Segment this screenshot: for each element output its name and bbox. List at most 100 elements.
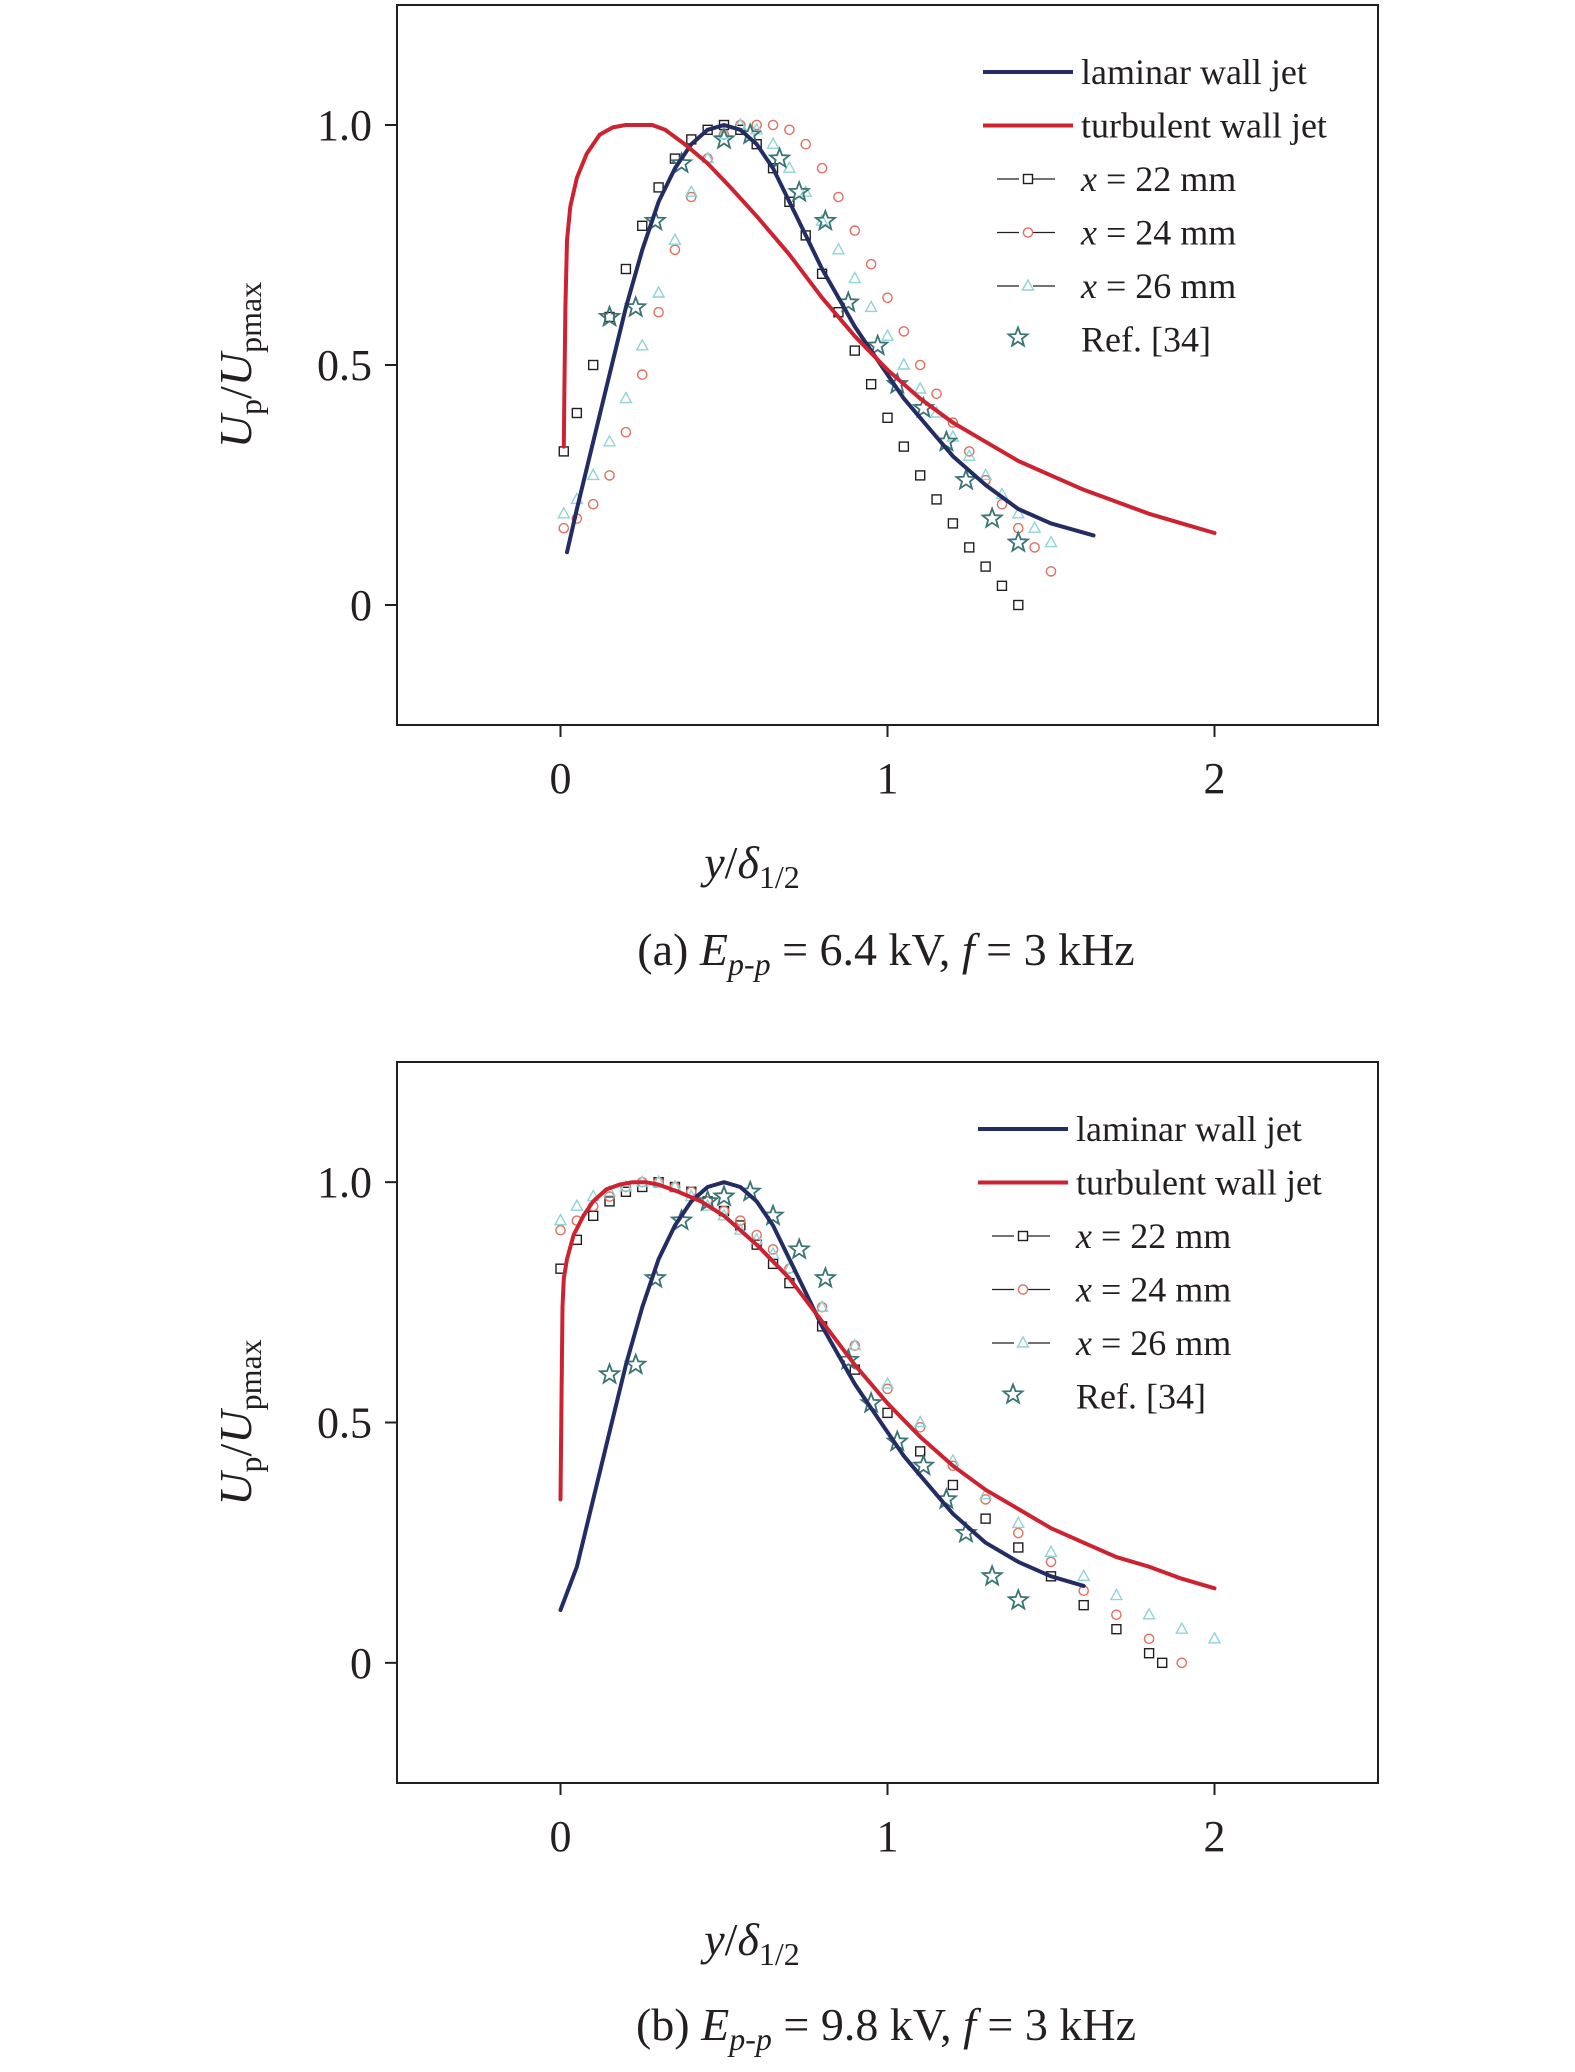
data-point-x22 — [1156, 1657, 1168, 1669]
data-point-x24 — [1013, 1527, 1024, 1539]
legend-label: x = 22 mm — [1080, 159, 1236, 199]
y-tick-label: 0.5 — [317, 1399, 372, 1448]
data-point-ref-34 — [813, 1265, 838, 1289]
data-point-x26 — [831, 242, 846, 255]
data-point-x26 — [848, 271, 862, 284]
data-point-x22 — [1111, 1623, 1122, 1635]
legend-item-ref-34: Ref. [34] — [1006, 320, 1211, 360]
panel-caption: (a) Ep-p = 6.4 kV, f = 3 kHz — [637, 924, 1134, 982]
data-point-x26 — [570, 1198, 584, 1211]
x-tick-label: 1 — [877, 1812, 899, 1861]
series-turbulent-wall-jet — [558, 1180, 1217, 1591]
data-point-x26 — [750, 122, 764, 135]
series-line-laminar-wall-jet — [565, 123, 1096, 555]
data-point-x26 — [880, 328, 895, 341]
data-point-x22 — [980, 1513, 991, 1524]
data-point-x26 — [1044, 535, 1058, 548]
data-point-x24 — [816, 162, 828, 174]
data-point-x22 — [931, 494, 942, 505]
data-point-x26 — [619, 1179, 633, 1192]
data-point-x24 — [931, 388, 942, 400]
data-point-ref-34 — [911, 1453, 936, 1476]
legend-label: x = 22 mm — [1075, 1216, 1231, 1256]
series-x22 — [558, 119, 1024, 611]
data-point-x26 — [635, 338, 649, 351]
legend-label: turbulent wall jet — [1076, 1163, 1322, 1203]
y-tick-label: 0.5 — [317, 341, 372, 390]
data-point-x26 — [1142, 1607, 1156, 1620]
legend-swatch-marker — [1022, 173, 1034, 185]
data-point-x26 — [766, 136, 780, 149]
data-point-x26 — [668, 232, 682, 245]
data-point-x24 — [1029, 542, 1040, 553]
data-point-x26 — [962, 448, 976, 461]
data-point-x26 — [553, 1213, 568, 1226]
data-point-ref-34 — [643, 1265, 668, 1289]
data-point-ref-34 — [1006, 1587, 1031, 1611]
data-point-ref-34 — [787, 1236, 812, 1260]
series-laminar-wall-jet — [565, 123, 1096, 555]
data-point-x24 — [1143, 1633, 1155, 1645]
series-line-laminar-wall-jet — [558, 1180, 1086, 1612]
legend-item-x22: x = 22 mm — [992, 1216, 1231, 1256]
series-line-turbulent-wall-jet — [561, 123, 1217, 535]
data-point-x22 — [996, 580, 1008, 591]
data-point-x26 — [864, 299, 878, 313]
data-point-x22 — [1078, 1599, 1089, 1611]
legend-item-ref-34: Ref. [34] — [1001, 1377, 1206, 1417]
data-point-x24 — [669, 244, 681, 256]
data-point-ref-34 — [669, 1208, 694, 1231]
data-point-x22 — [898, 441, 910, 452]
data-point-x24 — [963, 446, 975, 457]
data-point-ref-34 — [954, 467, 978, 491]
legend-swatch-marker — [1016, 1335, 1030, 1348]
data-point-x24 — [898, 326, 910, 337]
x-axis-label: y/δ1/2 — [700, 1914, 799, 1972]
data-point-x26 — [1207, 1631, 1222, 1644]
x-tick-label: 2 — [1204, 754, 1226, 803]
legend-label: laminar wall jet — [1081, 52, 1307, 92]
data-point-x24 — [636, 369, 648, 380]
legend-item-turbulent-wall-jet: turbulent wall jet — [978, 1163, 1322, 1203]
data-point-ref-34 — [865, 333, 890, 356]
data-point-x26 — [717, 127, 731, 140]
data-point-x22 — [964, 542, 975, 553]
data-point-x26 — [1027, 520, 1042, 533]
series-laminar-wall-jet — [558, 1180, 1086, 1612]
data-point-x26 — [913, 381, 927, 394]
legend-label: laminar wall jet — [1076, 1109, 1302, 1149]
legend-swatch-star — [1006, 324, 1030, 348]
legend-label: Ref. [34] — [1076, 1377, 1206, 1417]
x-tick-label: 2 — [1204, 1812, 1226, 1861]
data-point-ref-34 — [980, 506, 1005, 529]
x-axis-label: y/δ1/2 — [700, 837, 799, 895]
data-point-x26 — [978, 467, 993, 481]
data-point-x22 — [882, 1407, 893, 1419]
y-axis-label: Up/Upmax — [210, 282, 268, 448]
data-point-x26 — [913, 1415, 927, 1428]
legend-item-x22: x = 22 mm — [997, 159, 1236, 199]
legend-label: turbulent wall jet — [1081, 106, 1327, 146]
series-x26 — [557, 117, 1058, 548]
data-point-ref-34 — [643, 208, 668, 232]
data-point-x24 — [555, 1224, 566, 1236]
data-point-x24 — [882, 292, 893, 304]
data-point-x22 — [849, 345, 860, 356]
data-point-ref-34 — [787, 179, 812, 203]
data-point-x24 — [1045, 566, 1057, 577]
data-point-x26 — [684, 184, 698, 197]
data-point-x26 — [848, 1338, 862, 1351]
data-point-ref-34 — [980, 1563, 1005, 1587]
data-point-x26 — [619, 391, 633, 404]
data-point-x26 — [1175, 1621, 1189, 1634]
data-point-x22 — [588, 359, 599, 371]
data-point-x24 — [996, 498, 1008, 510]
data-point-ref-34 — [669, 150, 694, 174]
legend-item-x26: x = 26 mm — [997, 266, 1236, 306]
y-tick-label: 0 — [350, 1639, 372, 1688]
panel-a: 0 1 2 0 0.5 1.0 y/δ1/2 Up/Upmax (a) Ep-p = 6.4 k… — [210, 4, 1379, 982]
data-point-x24 — [767, 119, 779, 131]
data-point-x24 — [833, 191, 844, 203]
data-point-x22 — [604, 1196, 615, 1207]
